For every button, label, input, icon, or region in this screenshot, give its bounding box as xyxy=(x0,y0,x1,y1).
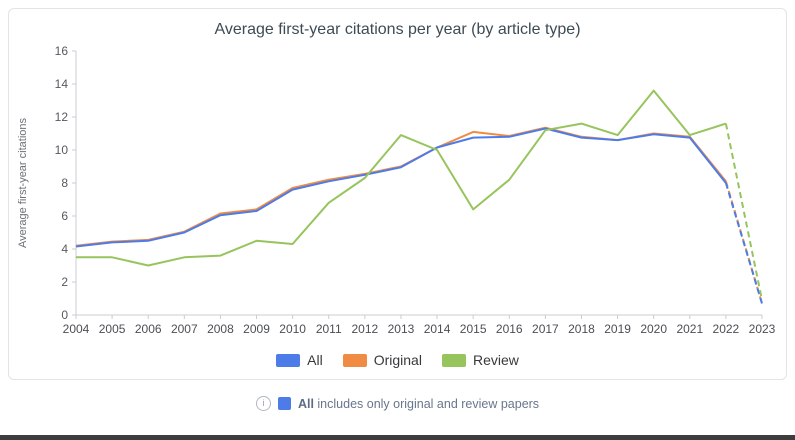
legend-item-review[interactable]: Review xyxy=(441,352,519,368)
y-tick-label: 8 xyxy=(61,176,68,190)
footer-text: All includes only original and review pa… xyxy=(298,397,539,411)
y-tick-label: 10 xyxy=(54,143,68,157)
y-tick-label: 6 xyxy=(61,209,68,223)
x-tick-label: 2018 xyxy=(568,322,595,336)
legend-swatch-original xyxy=(342,353,367,367)
x-tick-label: 2022 xyxy=(712,322,739,336)
x-tick-label: 2023 xyxy=(748,322,775,336)
series-line-all-projected xyxy=(724,182,763,304)
x-tick-label: 2011 xyxy=(315,322,341,336)
footer-term: All xyxy=(297,396,314,411)
x-tick-label: 2006 xyxy=(134,322,161,336)
legend-swatch-all xyxy=(276,353,301,367)
info-icon: i xyxy=(255,396,271,411)
x-tick-label: 2021 xyxy=(676,322,703,336)
x-tick-label: 2012 xyxy=(351,322,378,336)
x-tick-label: 2005 xyxy=(98,322,125,336)
legend-label-review: Review xyxy=(472,352,519,368)
x-tick-label: 2013 xyxy=(387,322,414,336)
x-tick-label: 2015 xyxy=(459,322,486,336)
x-tick-label: 2008 xyxy=(207,322,234,336)
x-tick-label: 2010 xyxy=(279,322,306,336)
y-tick-label: 2 xyxy=(61,275,68,289)
series-line-review-projected xyxy=(724,123,763,301)
series-line-all xyxy=(75,127,727,248)
y-tick-label: 14 xyxy=(54,77,68,91)
x-tick-label: 2014 xyxy=(423,322,450,336)
y-tick-label: 12 xyxy=(54,110,68,124)
legend-swatch-review xyxy=(441,353,466,367)
y-tick-label: 4 xyxy=(61,242,68,256)
series-line-original xyxy=(75,126,727,247)
x-tick-label: 2007 xyxy=(170,322,197,336)
x-tick-label: 2017 xyxy=(532,322,559,336)
legend-item-all[interactable]: All xyxy=(276,352,323,368)
legend-label-original: Original xyxy=(373,352,422,368)
series-line-review xyxy=(75,89,726,267)
line-chart: 0 2 4 6 8 10 12 14 16 2004 2005 2006 2007 2008 2009 201… xyxy=(17,44,776,336)
x-tick-label: 2019 xyxy=(604,322,631,336)
x-tick-label: 2020 xyxy=(640,322,667,336)
chart-title: Average first-year citations per year (b… xyxy=(214,21,581,38)
chart-legend: All Original Review xyxy=(9,347,786,373)
x-tick-label: 2004 xyxy=(62,322,89,336)
legend-label-all: All xyxy=(307,352,323,368)
y-tick-label: 0 xyxy=(61,308,68,322)
chart-card: Average first-year citations per year (b… xyxy=(8,8,787,380)
x-tick-label: 2009 xyxy=(243,322,270,336)
x-tick-label: 2016 xyxy=(495,322,522,336)
y-tick-label: 16 xyxy=(54,44,68,58)
all-series-swatch xyxy=(277,397,291,410)
bottom-edge-bar xyxy=(0,435,795,440)
y-axis-title: Average first-year citations xyxy=(17,117,29,248)
legend-item-original[interactable]: Original xyxy=(342,352,422,368)
footer-note: i All includes only original and review … xyxy=(0,396,795,411)
footer-description: includes only original and review papers xyxy=(317,396,540,411)
